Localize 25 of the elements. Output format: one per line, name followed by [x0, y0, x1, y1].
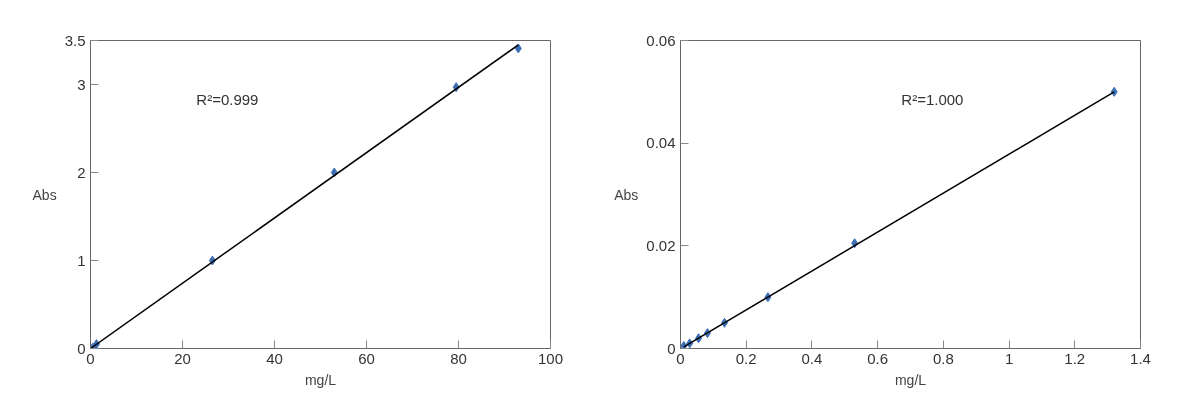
y-tick-label: 0.06: [646, 31, 676, 49]
y-axis-title: Abs: [32, 186, 57, 203]
y-tick-label: 3: [77, 75, 86, 93]
annotation: R²=1.000: [901, 91, 964, 109]
y-tick-label: 0.04: [646, 134, 676, 152]
x-tick-label: 0.4: [801, 349, 823, 367]
x-tick-label: 0.8: [932, 349, 954, 367]
x-axis-title: mg/L: [304, 371, 337, 388]
x-tick-label: 1.2: [1064, 349, 1086, 367]
x-tick-label: 0.6: [867, 349, 889, 367]
x-tick-label: 20: [174, 349, 191, 367]
x-tick-label: 60: [358, 349, 375, 367]
x-axis-title: mg/L: [894, 371, 927, 388]
x-tick-label: 0.2: [735, 349, 757, 367]
y-tick-label: 3.5: [64, 31, 86, 49]
annotation: R²=0.999: [196, 91, 259, 109]
x-tick-label: 80: [450, 349, 467, 367]
y-tick-label: 1: [77, 251, 86, 269]
x-tick-label: 40: [266, 349, 283, 367]
x-tick-label: 1: [1004, 349, 1014, 367]
y-axis-title: Abs: [614, 186, 639, 203]
x-tick-label: 100: [537, 349, 564, 367]
x-tick-label: 1.4: [1130, 349, 1151, 367]
y-tick-label: 0.02: [646, 236, 676, 254]
y-tick-label: 2: [77, 163, 86, 181]
